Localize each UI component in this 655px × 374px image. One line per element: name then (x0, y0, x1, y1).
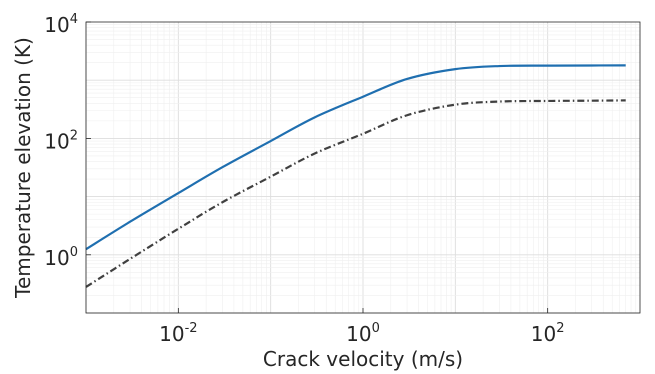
x-tick-label: 100 (346, 321, 380, 346)
y-tick-label-exponent: 0 (70, 245, 78, 260)
x-tick-label-exponent: -2 (185, 321, 198, 336)
y-tick-label-exponent: 2 (70, 128, 78, 143)
series-layer (85, 64, 626, 288)
x-tick-label: 10-2 (159, 321, 197, 346)
x-tick-label-base: 10 (346, 322, 371, 346)
y-tick-label-base: 10 (44, 129, 69, 153)
x-tick-label-base: 10 (159, 322, 184, 346)
y-tick-label-base: 10 (44, 246, 69, 270)
x-tick-label-base: 10 (531, 322, 556, 346)
x-tick-label-exponent: 0 (372, 321, 380, 336)
y-tick-label-base: 10 (44, 13, 69, 37)
y-tick-label: 104 (44, 12, 78, 37)
y-tick-label: 100 (44, 245, 78, 270)
y-tick-label-exponent: 4 (70, 12, 78, 27)
y-tick-label: 102 (44, 128, 78, 153)
x-axis-label: Crack velocity (m/s) (263, 347, 463, 371)
x-tick-label: 102 (531, 321, 565, 346)
series-line-1 (85, 64, 626, 251)
x-tick-label-exponent: 2 (556, 321, 564, 336)
y-axis-label: Temperature elevation (K) (11, 37, 35, 299)
